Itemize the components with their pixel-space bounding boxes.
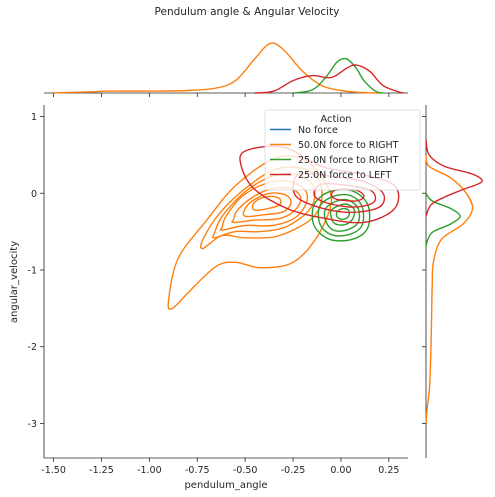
legend-label: 50.0N force to RIGHT [298,140,399,151]
contour-1-1 [317,193,365,237]
marginal-x-curves [53,42,405,94]
main-plot: -1.50 -1.25 -1.00 -0.75 -0.50 -0.25 0.00 0.25 1… [9,93,426,491]
marginal-x-curve-2 [254,64,405,94]
y-ticks: 1 0 -1 -2 -3 [28,112,426,430]
x-tick-label: 0.25 [378,465,399,476]
legend-title: Action [320,114,351,125]
marginal-y-curve-1 [425,192,461,248]
legend-label: No force [298,125,338,136]
marginal-y-curves [425,139,483,424]
chart-title: Pendulum angle & Angular Velocity [155,6,340,18]
contour-0-5 [242,192,292,218]
y-tick-label: -3 [28,419,37,430]
y-tick-label: -1 [28,265,37,276]
contour-1-0 [311,188,371,242]
y-tick-label: 0 [31,189,37,200]
marginal-x-panel [44,42,408,94]
legend-entries: No force 50.0N force to RIGHT 25.0N force … [270,125,399,181]
x-axis-label: pendulum_angle [184,480,267,491]
legend: Action No force 50.0N force to RIGHT 25.0N… [264,109,421,191]
x-ticks: -1.50 -1.25 -1.00 -0.75 -0.50 -0.25 0.00 0.25 [41,93,399,476]
x-tick-label: -1.50 [41,465,66,476]
y-tick-label: -2 [28,342,37,353]
x-tick-label: -0.25 [281,465,306,476]
legend-label: 25.0N force to LEFT [298,170,391,181]
contour-1-4 [335,207,351,221]
x-tick-label: -0.50 [233,465,258,476]
y-axis-label: angular_velocity [9,241,20,323]
y-tick-label: 1 [31,112,37,123]
marginal-x-curve-0 [53,42,380,94]
marginal-x-curve-1 [292,57,384,94]
contour-0-6 [251,195,282,211]
x-tick-label: -1.25 [89,465,114,476]
legend-label: 25.0N force to RIGHT [298,155,399,166]
marginal-y-curve-0 [425,154,474,424]
marginal-y-panel [425,105,483,458]
marginal-y-curve-2 [425,139,483,217]
x-tick-label: -0.75 [185,465,210,476]
legend-box [264,109,421,191]
x-tick-label: -1.00 [137,465,162,476]
x-tick-label: 0.00 [330,465,351,476]
